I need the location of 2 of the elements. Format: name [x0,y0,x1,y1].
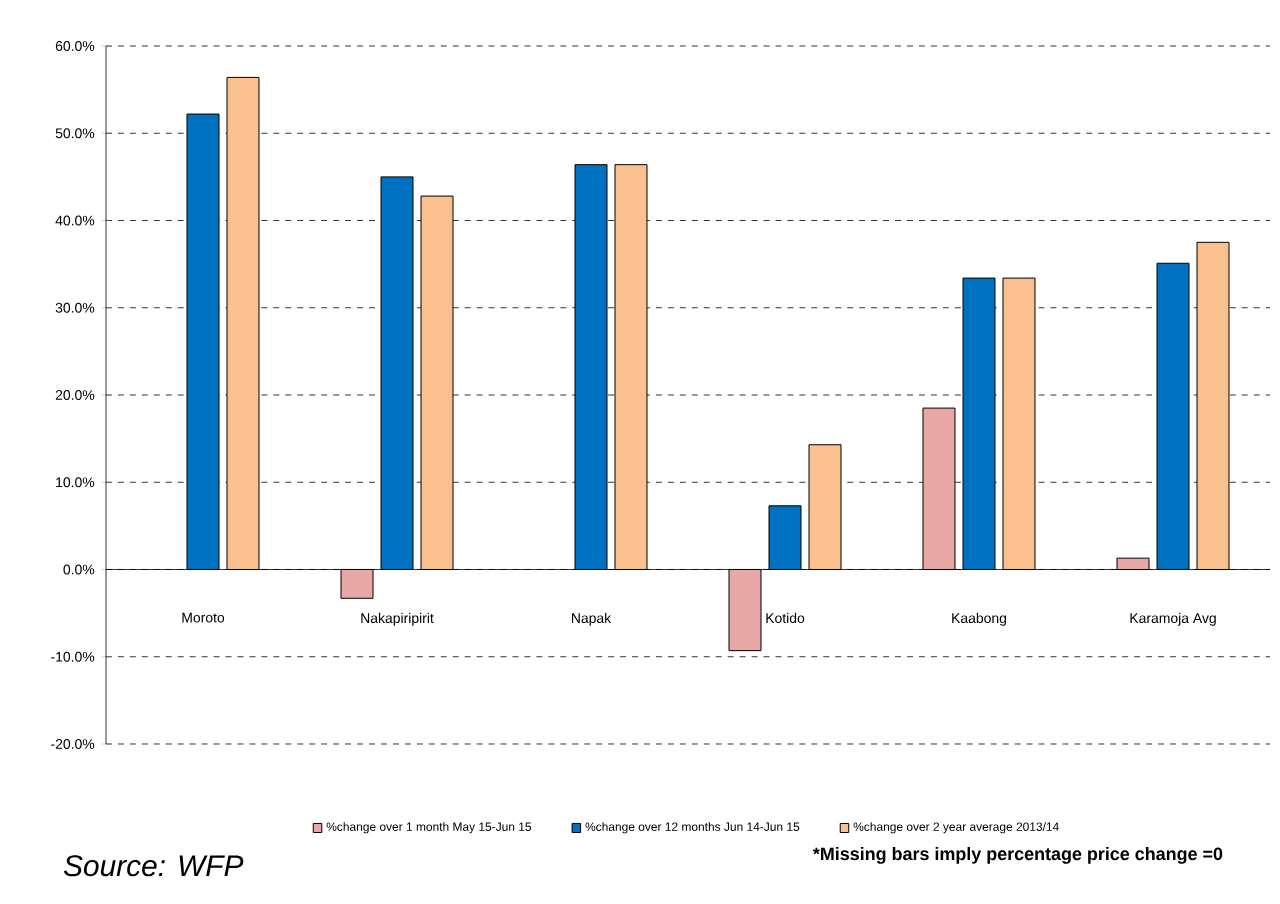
source-note: Source: WFP [63,855,244,877]
text: *Missing bars imply percentage price change =0 [812,847,1223,864]
